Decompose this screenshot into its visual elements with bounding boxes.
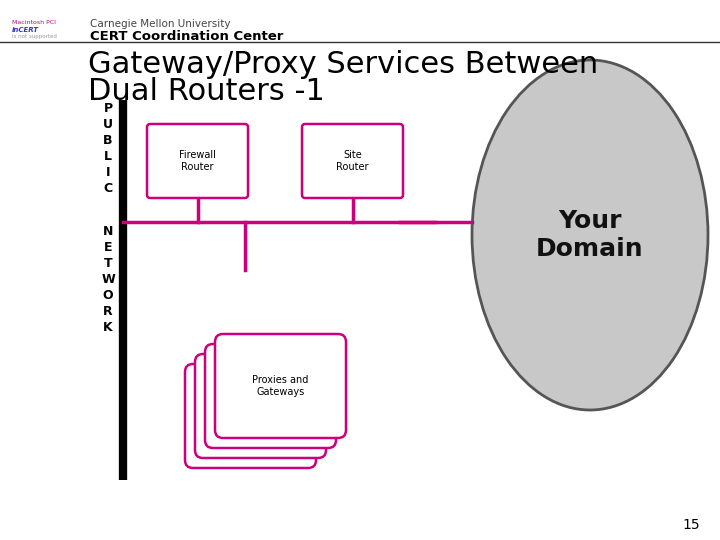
FancyBboxPatch shape: [147, 124, 248, 198]
Text: N
E
T
W
O
R
K: N E T W O R K: [101, 225, 115, 334]
FancyBboxPatch shape: [215, 334, 346, 438]
Text: Gateway/Proxy Services Between: Gateway/Proxy Services Between: [88, 50, 598, 79]
Text: inCERT: inCERT: [12, 27, 39, 33]
Text: Site
Router: Site Router: [336, 150, 369, 172]
FancyBboxPatch shape: [302, 124, 403, 198]
Text: is not supported: is not supported: [12, 34, 57, 39]
Text: Proxies and
Gateways: Proxies and Gateways: [252, 375, 309, 397]
Text: Your
Domain: Your Domain: [536, 209, 644, 261]
Text: Dual Routers -1: Dual Routers -1: [88, 77, 325, 106]
Text: Macintosh PCI: Macintosh PCI: [12, 20, 56, 25]
Text: CERT Coordination Center: CERT Coordination Center: [90, 30, 284, 43]
Text: Firewall
Router: Firewall Router: [179, 150, 216, 172]
FancyBboxPatch shape: [195, 354, 326, 458]
Ellipse shape: [472, 60, 708, 410]
FancyBboxPatch shape: [185, 364, 316, 468]
Text: Carnegie Mellon University: Carnegie Mellon University: [90, 19, 230, 29]
Text: 15: 15: [683, 518, 700, 532]
FancyBboxPatch shape: [205, 344, 336, 448]
Text: P
U
B
L
I
C: P U B L I C: [103, 102, 113, 195]
